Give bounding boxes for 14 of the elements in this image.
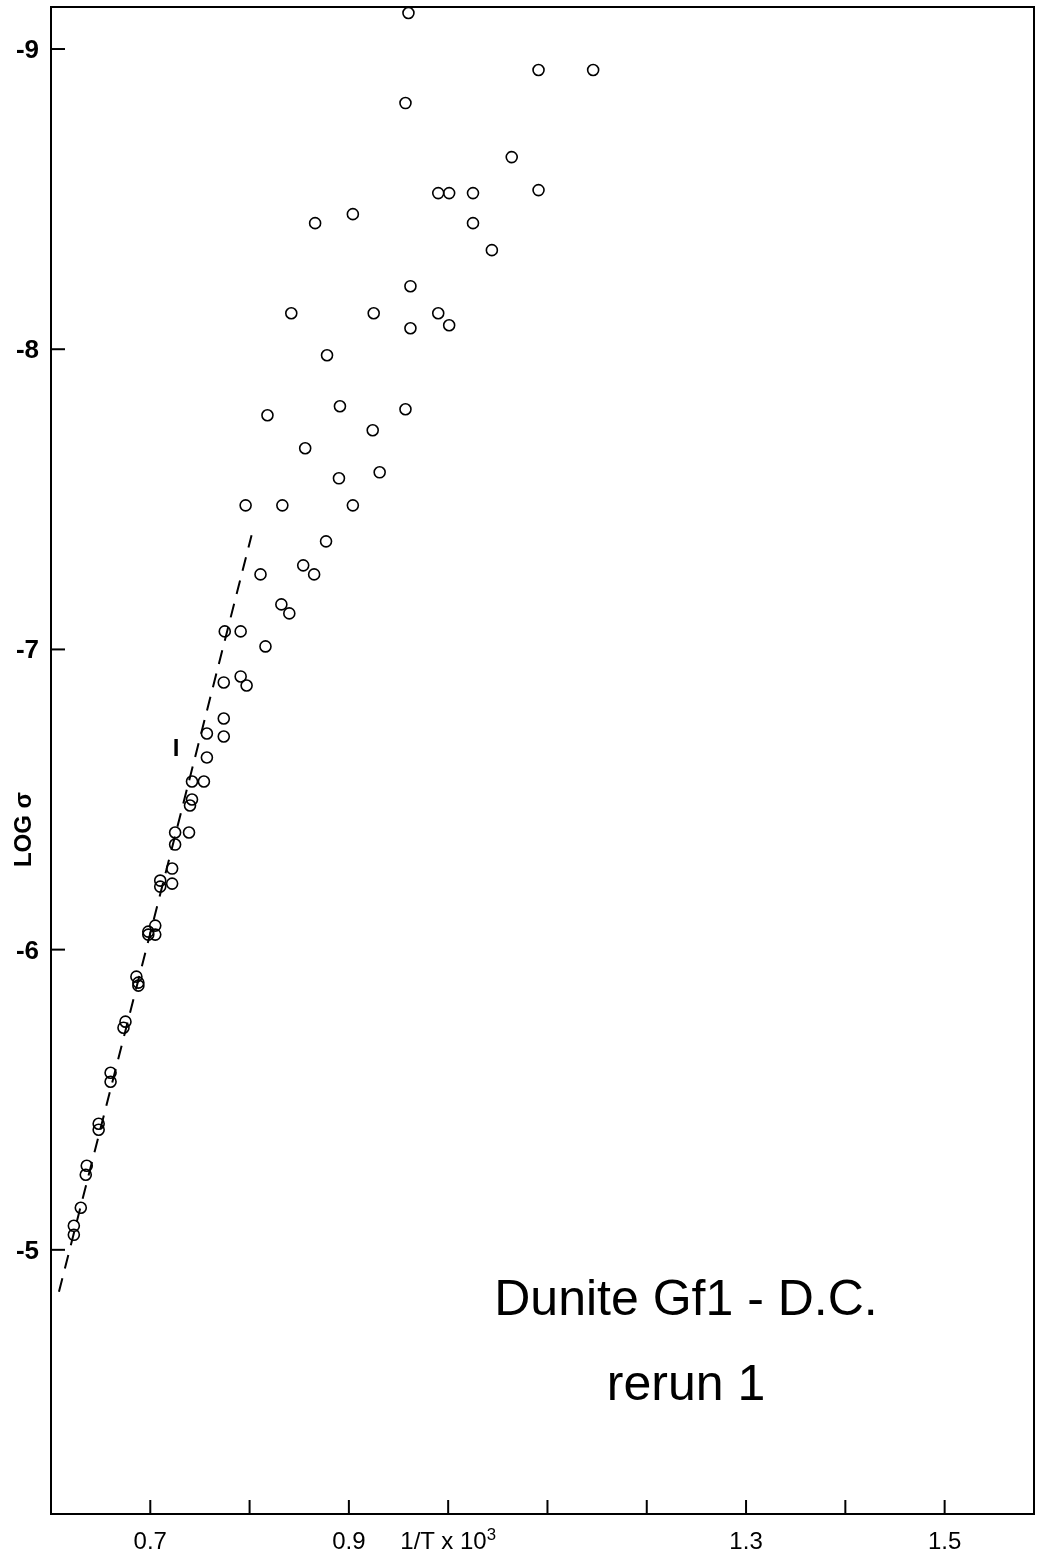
annotation: I	[172, 734, 180, 761]
y-tick-label: -6	[15, 934, 39, 965]
y-tick-label: -9	[15, 34, 39, 65]
x-tick-label: 0.7	[133, 1527, 167, 1554]
y-tick-label: -7	[15, 634, 39, 665]
annotation: rerun 1	[606, 1355, 766, 1411]
x-tick-label: 0.9	[332, 1527, 366, 1554]
y-tick-label: -5	[15, 1234, 39, 1265]
x-axis-title: 1/T x 10$^{3}$	[400, 1524, 496, 1554]
x-tick-label: 1.3	[729, 1527, 763, 1554]
y-tick-label: -8	[15, 334, 39, 365]
y-axis-title: LOG σ	[9, 792, 36, 868]
annotation: Dunite Gf1 - D.C.	[494, 1270, 878, 1326]
x-tick-label: 1.5	[927, 1527, 962, 1554]
